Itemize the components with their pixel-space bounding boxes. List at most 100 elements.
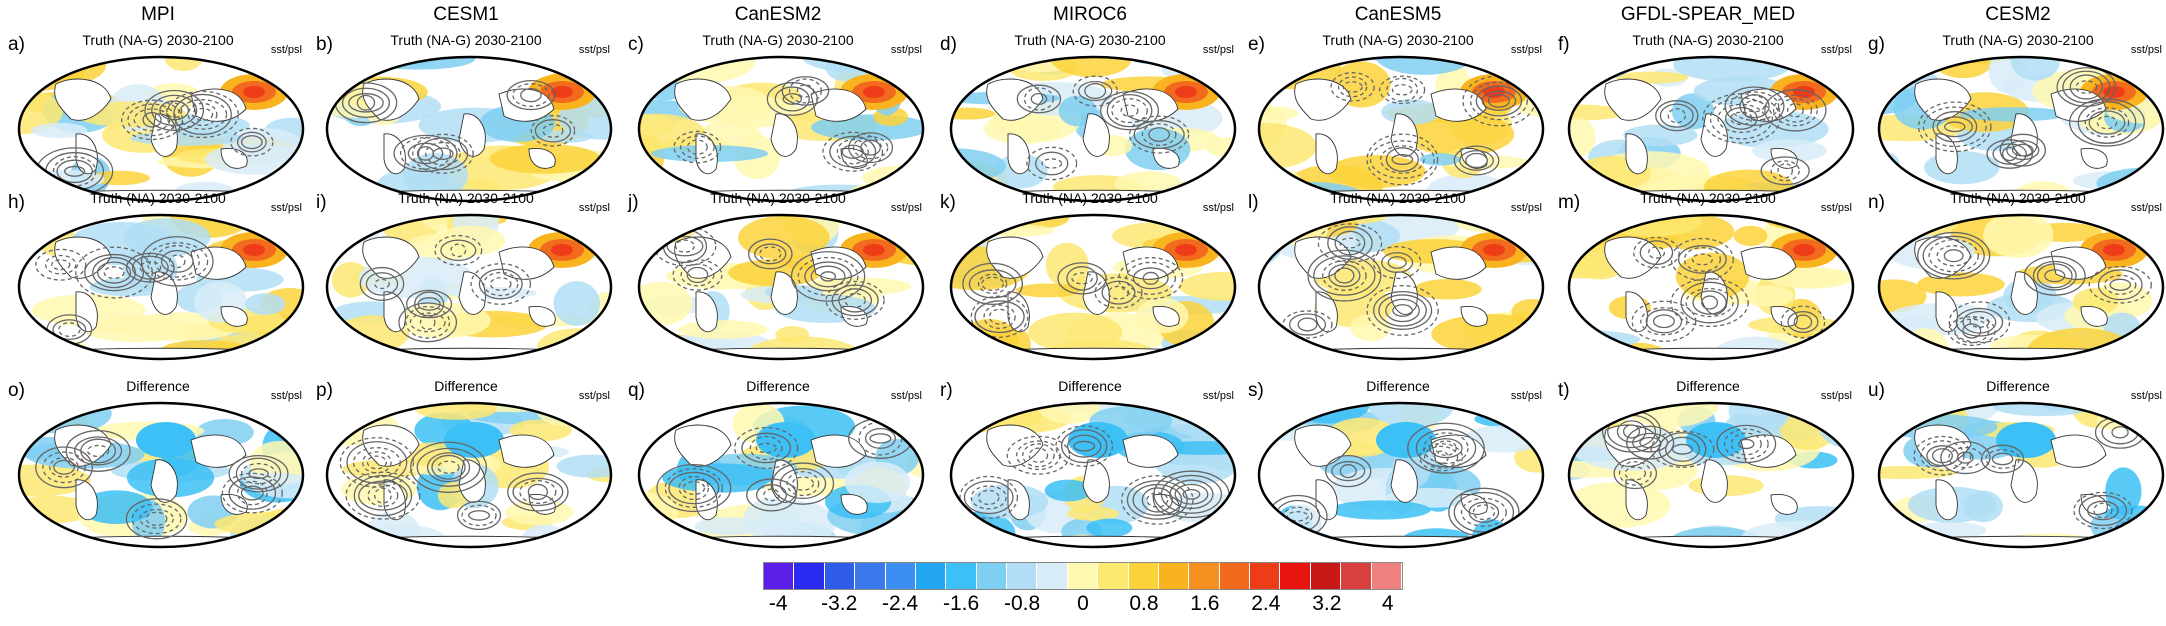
variable-label: sst/psl <box>270 202 302 214</box>
map-panel-plot <box>1877 55 2165 203</box>
map-panel: p) Difference sst/psl <box>316 376 616 566</box>
variable-label: sst/psl <box>1202 202 1234 214</box>
map-panel-plot <box>1257 213 1545 361</box>
colorbar-swatch <box>1007 563 1038 589</box>
colorbar-tick-label: 3.2 <box>1312 592 1342 615</box>
map-panel-plot <box>637 213 925 361</box>
colorbar-swatch <box>1189 563 1220 589</box>
panel-title: Difference <box>126 378 190 394</box>
panel-title: Difference <box>746 378 810 394</box>
colorbar-swatch <box>1158 563 1190 589</box>
variable-label: sst/psl <box>1820 202 1852 214</box>
map-panel-plot <box>949 213 1237 361</box>
colorbar-swatch <box>1067 563 1099 589</box>
map-panel: r) Difference sst/psl <box>940 376 1240 566</box>
variable-label: sst/psl <box>890 44 922 56</box>
colorbar-tick-label: -1.6 <box>943 592 980 615</box>
panel-letter: h) <box>8 192 25 213</box>
colorbar-tick-label: 4 <box>1381 592 1394 615</box>
map-panel-plot <box>1877 401 2165 549</box>
colorbar-swatch <box>1310 563 1342 589</box>
panel-title: Difference <box>1986 378 2050 394</box>
panel-title: Truth (NA) 2030-2100 <box>398 190 534 206</box>
variable-label: sst/psl <box>1202 390 1234 402</box>
colorbar-swatch <box>915 563 947 589</box>
map-panel-plot <box>1567 55 1855 203</box>
column-title: CanESM5 <box>1354 4 1442 25</box>
panel-title: Truth (NA) 2030-2100 <box>1330 190 1466 206</box>
panel-letter: s) <box>1248 380 1264 401</box>
map-panel-plot <box>325 213 613 361</box>
panel-title: Truth (NA) 2030-2100 <box>90 190 226 206</box>
map-panel-plot <box>17 401 305 549</box>
variable-label: sst/psl <box>1510 202 1542 214</box>
map-panel: l) Truth (NA) 2030-2100 sst/psl <box>1248 188 1548 378</box>
map-panel-plot <box>1567 401 1855 549</box>
map-panel: q) Difference sst/psl <box>628 376 928 566</box>
panel-letter: k) <box>940 192 956 213</box>
panel-letter: t) <box>1558 380 1570 401</box>
map-panel: m) Truth (NA) 2030-2100 sst/psl <box>1558 188 1858 378</box>
map-panel: k) Truth (NA) 2030-2100 sst/psl <box>940 188 1240 378</box>
variable-label: sst/psl <box>1510 390 1542 402</box>
colorbar-tick-label: 2.4 <box>1251 592 1281 615</box>
colorbar <box>763 562 1403 590</box>
map-panel-plot <box>17 213 305 361</box>
panel-letter: r) <box>940 380 953 401</box>
colorbar-swatch <box>946 563 977 589</box>
colorbar-swatch <box>1098 563 1129 589</box>
panel-letter: p) <box>316 380 333 401</box>
colorbar-swatch <box>885 563 916 589</box>
panel-title: Truth (NA) 2030-2100 <box>1640 190 1776 206</box>
colorbar-swatch <box>1250 563 1281 589</box>
colorbar-tick-label: -2.4 <box>882 592 919 615</box>
variable-label: sst/psl <box>1202 44 1234 56</box>
map-panel: i) Truth (NA) 2030-2100 sst/psl <box>316 188 616 378</box>
colorbar-tick-label: -4 <box>768 592 788 615</box>
panel-title: Truth (NA-G) 2030-2100 <box>1942 32 2094 48</box>
variable-label: sst/psl <box>1820 44 1852 56</box>
variable-label: sst/psl <box>2130 390 2162 402</box>
panel-title: Truth (NA-G) 2030-2100 <box>1322 32 1474 48</box>
panel-letter: c) <box>628 34 644 55</box>
column-title: CESM2 <box>1985 4 2051 25</box>
variable-label: sst/psl <box>578 44 610 56</box>
panel-letter: j) <box>628 192 639 213</box>
map-panel: n) Truth (NA) 2030-2100 sst/psl <box>1868 188 2166 378</box>
panel-letter: b) <box>316 34 333 55</box>
map-panel: u) Difference sst/psl <box>1868 376 2166 566</box>
map-panel-plot <box>325 55 613 203</box>
colorbar-tick-label: 0 <box>1077 592 1089 615</box>
panel-title: Truth (NA-G) 2030-2100 <box>1014 32 1166 48</box>
column-title: CESM1 <box>433 4 499 25</box>
map-panel-plot <box>949 55 1237 203</box>
colorbar-swatch <box>1037 563 1068 589</box>
panel-title: Difference <box>1058 378 1122 394</box>
colorbar-tick-label: 1.6 <box>1190 592 1220 615</box>
colorbar-tick-label: -3.2 <box>821 592 858 615</box>
panel-letter: i) <box>316 192 327 213</box>
map-panel: e) Truth (NA-G) 2030-2100 sst/psl <box>1248 30 1548 220</box>
panel-letter: d) <box>940 34 957 55</box>
variable-label: sst/psl <box>270 390 302 402</box>
panel-title: Truth (NA-G) 2030-2100 <box>702 32 854 48</box>
variable-label: sst/psl <box>2130 202 2162 214</box>
colorbar-labels: -4 -3.2 -2.4 -1.6 -0.8 0 0.8 1.6 2.4 3.2 4 <box>763 592 1403 622</box>
column-title: GFDL-SPEAR_MED <box>1620 4 1796 25</box>
column-title: MPI <box>141 4 175 25</box>
map-panel-plot <box>325 401 613 549</box>
panel-title: Difference <box>434 378 498 394</box>
colorbar-swatch <box>794 563 825 589</box>
panel-title: Truth (NA) 2030-2100 <box>710 190 846 206</box>
panel-title: Truth (NA) 2030-2100 <box>1950 190 2086 206</box>
map-panel-plot <box>1257 401 1545 549</box>
map-panel-plot <box>1567 213 1855 361</box>
panel-letter: f) <box>1558 34 1570 55</box>
column-title: MIROC6 <box>1053 4 1127 25</box>
colorbar-swatch <box>1280 563 1311 589</box>
map-panel: j) Truth (NA) 2030-2100 sst/psl <box>628 188 928 378</box>
variable-label: sst/psl <box>1820 390 1852 402</box>
panel-letter: n) <box>1868 192 1885 213</box>
panel-title: Difference <box>1676 378 1740 394</box>
map-panel: o) Difference sst/psl <box>8 376 308 566</box>
